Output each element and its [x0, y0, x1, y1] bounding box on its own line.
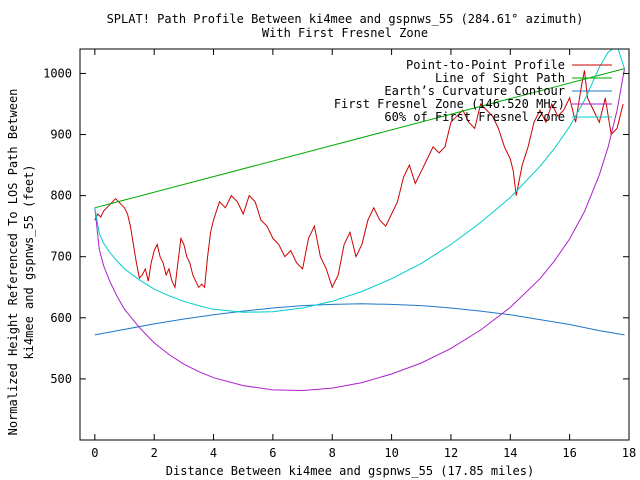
series-line-1	[94, 70, 624, 290]
x-ticks: 0 2 4 6 8 10 12 14 16 18	[91, 49, 636, 460]
y-tick-label: 700	[50, 250, 72, 264]
x-tick-label: 10	[384, 446, 398, 460]
x-tick-label: 8	[329, 446, 336, 460]
plot-frame	[79, 48, 630, 441]
x-tick-label: 12	[444, 446, 458, 460]
chart-subtitle: With First Fresnel Zone	[262, 26, 428, 40]
y-tick-label: 1000	[43, 66, 72, 80]
legend-label: First Fresnel Zone (146.520 MHz)	[334, 97, 565, 111]
y-ticks: 500 600 700 800 900 1000	[43, 66, 629, 386]
y-axis-label-line2: ki4mee and gspnws_55 (feet)	[22, 164, 36, 359]
y-tick-label: 800	[50, 189, 72, 203]
series-line-2	[94, 68, 625, 209]
legend-label: Line of Sight Path	[435, 71, 565, 85]
series-line-5	[94, 49, 625, 313]
y-axis-label-line1: Normalized Height Referenced To LOS Path…	[6, 89, 20, 436]
y-tick-label: 900	[50, 128, 72, 142]
x-axis-label: Distance Between ki4mee and gspnws_55 (1…	[166, 464, 534, 478]
x-tick-label: 14	[503, 446, 517, 460]
x-tick-label: 18	[622, 446, 636, 460]
x-tick-label: 16	[562, 446, 576, 460]
legend-label: Earth’s Curvature Contour	[384, 84, 565, 98]
x-tick-label: 6	[269, 446, 276, 460]
x-tick-label: 2	[151, 446, 158, 460]
series-layer	[94, 49, 625, 392]
y-tick-label: 500	[50, 372, 72, 386]
y-tick-label: 600	[50, 311, 72, 325]
x-tick-label: 4	[210, 446, 217, 460]
chart-title: SPLAT! Path Profile Between ki4mee and g…	[107, 12, 584, 26]
legend-label: Point-to-Point Profile	[406, 58, 565, 72]
legend-label: 60% of First Fresnel Zone	[384, 110, 565, 124]
series-line-3	[94, 303, 625, 336]
x-tick-label: 0	[91, 446, 98, 460]
series-line-4	[94, 68, 625, 392]
